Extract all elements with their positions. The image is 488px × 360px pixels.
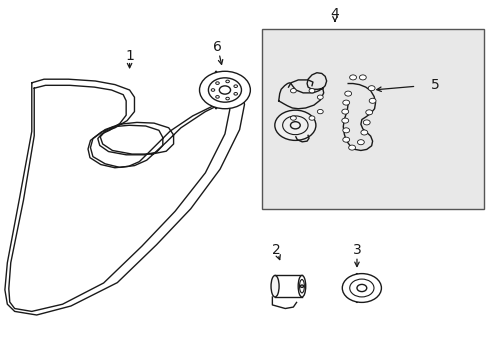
Circle shape: [300, 285, 303, 287]
Circle shape: [308, 89, 314, 93]
Circle shape: [211, 89, 214, 91]
Ellipse shape: [354, 274, 358, 302]
Circle shape: [342, 274, 381, 302]
Circle shape: [368, 98, 375, 103]
Text: 3: 3: [352, 243, 361, 257]
Circle shape: [233, 93, 237, 95]
Circle shape: [342, 128, 349, 133]
Circle shape: [233, 85, 237, 87]
Circle shape: [274, 110, 315, 140]
Circle shape: [215, 95, 219, 98]
Bar: [261, 29, 483, 209]
Circle shape: [360, 130, 367, 135]
Circle shape: [344, 91, 351, 96]
Text: 1: 1: [125, 49, 134, 63]
Circle shape: [349, 75, 356, 80]
Circle shape: [341, 118, 348, 123]
Circle shape: [348, 145, 355, 150]
Circle shape: [341, 109, 348, 114]
Text: 5: 5: [430, 78, 439, 91]
Circle shape: [342, 100, 349, 105]
Circle shape: [225, 80, 229, 83]
Ellipse shape: [298, 275, 305, 297]
Circle shape: [357, 140, 364, 145]
Circle shape: [317, 95, 323, 99]
Circle shape: [215, 82, 219, 85]
Circle shape: [225, 97, 229, 100]
Text: 6: 6: [213, 40, 222, 54]
Circle shape: [365, 110, 372, 115]
Circle shape: [308, 116, 314, 120]
Text: 4: 4: [330, 8, 339, 21]
Text: 2: 2: [271, 243, 280, 257]
Circle shape: [359, 75, 366, 80]
Circle shape: [317, 109, 323, 114]
Circle shape: [290, 89, 296, 93]
Circle shape: [342, 137, 349, 142]
Ellipse shape: [270, 275, 279, 297]
Circle shape: [363, 120, 369, 125]
Circle shape: [290, 116, 296, 120]
Circle shape: [367, 86, 374, 91]
Circle shape: [199, 71, 250, 109]
